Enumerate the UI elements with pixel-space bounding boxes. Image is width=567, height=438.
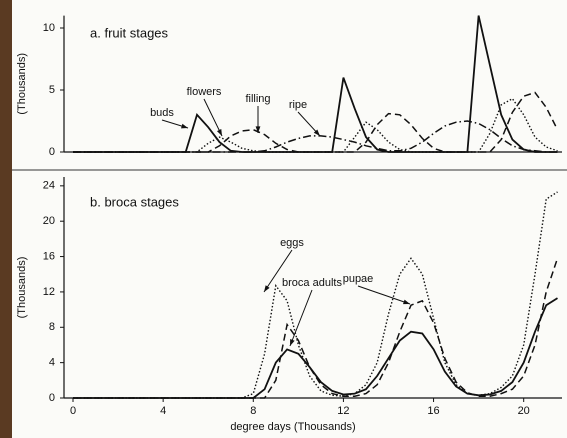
y-tick-label: 10 (43, 22, 55, 34)
y-tick-label: 5 (49, 84, 55, 96)
series-label: eggs (280, 237, 304, 249)
series-label: broca adults (282, 277, 342, 289)
series-line (73, 297, 558, 399)
series-line (73, 120, 558, 153)
series-label: filling (245, 93, 270, 105)
y-axis-label: (Thousands) (16, 257, 28, 319)
y-tick-label: 16 (43, 250, 55, 262)
series-label: ripe (289, 99, 307, 111)
y-tick-label: 0 (49, 392, 55, 404)
x-tick-label: 0 (70, 405, 76, 417)
annotation-arrow (203, 98, 223, 137)
paper (12, 0, 567, 438)
y-tick-label: 12 (43, 286, 55, 298)
annotation-arrow (357, 285, 411, 305)
arrow-head (216, 129, 222, 136)
arrow-head (403, 299, 410, 305)
y-tick-label: 24 (43, 180, 55, 192)
x-tick-label: 8 (250, 405, 256, 417)
panel-title: a. fruit stages (90, 25, 169, 40)
series-label: pupae (343, 273, 374, 285)
x-tick-label: 12 (337, 405, 349, 417)
y-tick-label: 4 (49, 357, 55, 369)
arrow-head (181, 123, 188, 129)
x-tick-label: 20 (518, 405, 530, 417)
x-axis-label: degree days (Thousands) (230, 421, 355, 433)
y-tick-label: 0 (49, 146, 55, 158)
arrow-head (313, 129, 320, 136)
annotation-arrow (263, 249, 293, 293)
x-tick-label: 4 (160, 405, 166, 417)
arrow-head (290, 339, 295, 346)
series-label: flowers (187, 86, 222, 98)
series-label: buds (150, 107, 174, 119)
y-axis-label: (Thousands) (16, 53, 28, 115)
arrow-head (255, 126, 261, 133)
y-tick-label: 20 (43, 215, 55, 227)
x-tick-label: 16 (427, 405, 439, 417)
panel-title: b. broca stages (90, 194, 179, 209)
annotation-arrow (289, 289, 313, 347)
arrow-head (264, 285, 270, 292)
y-tick-label: 8 (49, 321, 55, 333)
